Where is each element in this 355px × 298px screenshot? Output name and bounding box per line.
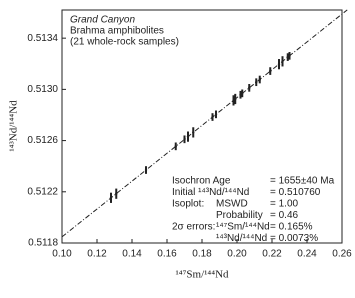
stat-sublabel: ¹⁴³Nd/¹⁴⁴Nd	[216, 233, 267, 244]
data-point	[211, 115, 214, 119]
stat-value: = 0.510760	[270, 187, 321, 198]
stat-sublabel: ¹⁴⁷Sm/¹⁴⁴Nd	[216, 222, 270, 233]
data-point	[144, 168, 148, 172]
stat-label: Isoplot:	[172, 199, 204, 210]
x-tick-label: 0.22	[262, 249, 282, 260]
data-point	[174, 145, 177, 148]
x-tick-label: 0.24	[297, 249, 317, 260]
data-point	[255, 81, 258, 84]
sample-info: (21 whole-rock samples)	[70, 37, 179, 48]
sample-info: Grand Canyon	[70, 15, 135, 26]
stat-value: = 0.165%	[270, 222, 313, 233]
data-point	[281, 60, 284, 63]
data-point	[277, 62, 281, 66]
stat-value: = 0.46	[270, 210, 299, 221]
x-tick-label: 0.20	[227, 249, 247, 260]
y-tick-label: 0.5118	[28, 238, 58, 249]
y-tick-label: 0.5130	[27, 84, 58, 95]
data-point	[288, 54, 291, 58]
x-tick-label: 0.18	[192, 249, 212, 260]
data-point	[232, 99, 235, 102]
y-tick-label: 0.5126	[27, 135, 58, 146]
stat-label: Isochron Age	[172, 176, 231, 187]
y-tick-label: 0.5122	[27, 186, 58, 197]
stat-value: = 0.0073%	[270, 233, 318, 244]
stat-label: Initial ¹⁴³Nd/¹⁴⁴Nd	[172, 187, 249, 198]
y-tick-label: 0.5134	[27, 33, 58, 44]
data-point	[109, 196, 113, 200]
sample-info: Brahma amphibolites	[70, 26, 164, 37]
data-point	[192, 131, 195, 134]
data-point	[248, 86, 251, 90]
x-axis-title: ¹⁴⁷Sm/¹⁴⁴Nd	[175, 269, 229, 281]
stat-sublabel: MSWD	[216, 199, 248, 210]
data-point	[269, 69, 272, 73]
data-point	[183, 138, 186, 141]
data-point	[258, 78, 261, 81]
stat-label: 2σ errors:	[172, 222, 215, 233]
stat-value: = 1.00	[270, 199, 299, 210]
data-point	[115, 192, 118, 195]
x-tick-label: 0.10	[52, 249, 72, 260]
x-tick-label: 0.26	[332, 249, 352, 260]
y-axis-title: ¹⁴³Nd/¹⁴⁴Nd	[8, 100, 20, 152]
stat-sublabel: Probability	[216, 210, 263, 221]
data-point	[234, 97, 237, 101]
x-tick-label: 0.14	[122, 249, 142, 260]
data-point	[239, 93, 242, 96]
data-point	[241, 92, 244, 95]
stat-value: = 1655±40 Ma	[270, 176, 335, 187]
data-point	[286, 55, 289, 59]
data-point	[186, 135, 190, 138]
x-tick-label: 0.16	[157, 249, 177, 260]
x-tick-label: 0.12	[87, 249, 107, 260]
data-point	[214, 113, 218, 116]
isochron-line	[61, 9, 348, 238]
